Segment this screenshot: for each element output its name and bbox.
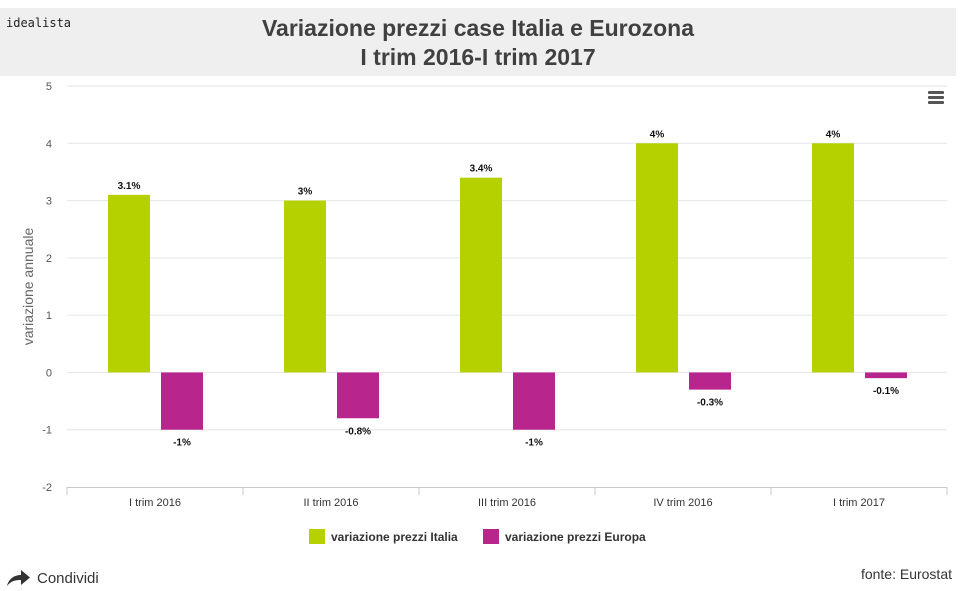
- y-tick-label: 4: [46, 138, 52, 150]
- y-tick-label: 2: [46, 253, 52, 265]
- x-tick-label: III trim 2016: [478, 497, 536, 509]
- bar[interactable]: [108, 194, 150, 373]
- chart-title-line-2: I trim 2016-I trim 2017: [360, 44, 596, 70]
- bar[interactable]: [812, 143, 854, 373]
- share-arrow-icon: [7, 570, 30, 586]
- legend-label[interactable]: variazione prezzi Europa: [505, 530, 646, 544]
- share-button[interactable]: Condividi: [5, 567, 99, 589]
- data-label: 3%: [298, 187, 313, 198]
- data-label: -0.3%: [697, 398, 723, 409]
- bar[interactable]: [689, 372, 731, 390]
- x-tick-label: II trim 2016: [303, 497, 358, 509]
- x-tick-label: I trim 2017: [833, 497, 885, 509]
- y-tick-label: 1: [46, 310, 52, 322]
- bar[interactable]: [460, 177, 502, 373]
- data-label: 4%: [826, 129, 841, 140]
- y-tick-label: 0: [46, 367, 52, 379]
- brand-logo: idealista: [6, 16, 72, 30]
- y-tick-label: 3: [46, 196, 52, 208]
- data-label: 3.4%: [470, 164, 493, 175]
- data-label: 4%: [650, 129, 665, 140]
- x-tick-label: I trim 2016: [129, 497, 181, 509]
- hamburger-menu-icon[interactable]: [926, 90, 946, 106]
- bar[interactable]: [636, 143, 678, 373]
- data-label: -0.8%: [345, 426, 371, 437]
- bar[interactable]: [161, 372, 203, 430]
- y-tick-label: 5: [46, 81, 52, 93]
- chart-header: idealista Variazione prezzi case Italia …: [0, 8, 956, 76]
- legend-swatch[interactable]: [483, 529, 499, 544]
- chart-title-line-1: Variazione prezzi case Italia e Eurozona: [261, 15, 695, 41]
- source-note: fonte: Eurostat: [860, 566, 952, 582]
- data-label: 3.1%: [118, 181, 141, 192]
- y-axis-title: variazione annuale: [20, 228, 36, 346]
- chart-title: Variazione prezzi case Italia e Eurozona…: [0, 14, 956, 72]
- data-label: -1%: [525, 438, 543, 449]
- data-label: -0.1%: [873, 386, 899, 397]
- share-label: Condividi: [37, 569, 99, 587]
- data-label: -1%: [173, 438, 191, 449]
- y-tick-label: -2: [42, 482, 52, 494]
- y-tick-label: -1: [42, 425, 52, 437]
- x-tick-label: IV trim 2016: [653, 497, 712, 509]
- bar[interactable]: [337, 372, 379, 419]
- legend-swatch[interactable]: [309, 529, 325, 544]
- bar[interactable]: [284, 200, 326, 373]
- legend-label[interactable]: variazione prezzi Italia: [331, 530, 458, 544]
- bar[interactable]: [513, 372, 555, 430]
- bar[interactable]: [865, 372, 907, 379]
